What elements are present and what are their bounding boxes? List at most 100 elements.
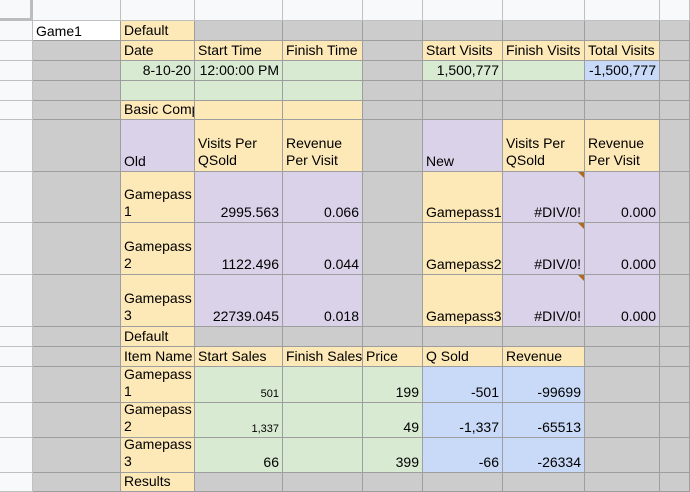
cell-a3[interactable]: [33, 61, 121, 81]
row-header-2[interactable]: [0, 41, 33, 61]
cell-c6[interactable]: Visits Per QSold: [195, 120, 283, 172]
cell-d4[interactable]: [283, 81, 363, 101]
cell-f8[interactable]: Gamepass2: [423, 223, 503, 275]
cell-e15[interactable]: [363, 473, 423, 492]
select-all-corner[interactable]: [0, 0, 33, 21]
column-header-e[interactable]: [363, 0, 423, 21]
cell-f6[interactable]: New: [423, 120, 503, 172]
cell-d7[interactable]: 0.066: [283, 172, 363, 223]
cell-g4[interactable]: [503, 81, 585, 101]
cell-c1[interactable]: [195, 21, 283, 41]
cell-h3[interactable]: -1,500,777: [585, 61, 660, 81]
cell-e5[interactable]: [363, 101, 423, 120]
cell-d9[interactable]: 0.018: [283, 275, 363, 327]
cell-c9[interactable]: 22739.045: [195, 275, 283, 327]
cell-c8[interactable]: 1122.496: [195, 223, 283, 275]
cell-a10[interactable]: [33, 327, 121, 347]
column-header-d[interactable]: [283, 0, 363, 21]
cell-e14[interactable]: 399: [363, 438, 423, 473]
cell-b4[interactable]: [121, 81, 195, 101]
row-header-13[interactable]: [0, 403, 33, 438]
cell-c10[interactable]: [195, 327, 283, 347]
cell-e7[interactable]: [363, 172, 423, 223]
cell-c12[interactable]: 501: [195, 367, 283, 403]
cell-b5[interactable]: Basic Comparrison Stats: [121, 101, 195, 120]
cell-a13[interactable]: [33, 403, 121, 438]
cell-b9[interactable]: Gamepass 3: [121, 275, 195, 327]
cell-b8[interactable]: Gamepass 2: [121, 223, 195, 275]
cell-f9[interactable]: Gamepass3: [423, 275, 503, 327]
cell-i8[interactable]: [660, 223, 690, 275]
cell-b15[interactable]: Results: [121, 473, 195, 492]
cell-i13[interactable]: [660, 403, 690, 438]
cell-a6[interactable]: [33, 120, 121, 172]
cell-b7[interactable]: Gamepass 1: [121, 172, 195, 223]
cell-f13[interactable]: -1,337: [423, 403, 503, 438]
cell-g3[interactable]: [503, 61, 585, 81]
cell-f5[interactable]: [423, 101, 503, 120]
cell-e1[interactable]: [363, 21, 423, 41]
cell-h4[interactable]: [585, 81, 660, 101]
row-header-3[interactable]: [0, 61, 33, 81]
row-header-14[interactable]: [0, 438, 33, 473]
cell-g1[interactable]: [503, 21, 585, 41]
cell-d15[interactable]: [283, 473, 363, 492]
cell-h7[interactable]: 0.000: [585, 172, 660, 223]
row-header-12[interactable]: [0, 367, 33, 403]
cell-c4[interactable]: [195, 81, 283, 101]
cell-e8[interactable]: [363, 223, 423, 275]
cell-g5[interactable]: [503, 101, 585, 120]
cell-a11[interactable]: [33, 347, 121, 367]
cell-c15[interactable]: [195, 473, 283, 492]
cell-i2[interactable]: [660, 41, 690, 61]
cell-f1[interactable]: [423, 21, 503, 41]
cell-f3[interactable]: 1,500,777: [423, 61, 503, 81]
cell-d3[interactable]: [283, 61, 363, 81]
cell-i9[interactable]: [660, 275, 690, 327]
cell-d14[interactable]: [283, 438, 363, 473]
cell-i10[interactable]: [660, 327, 690, 347]
cell-h5[interactable]: [585, 101, 660, 120]
cell-f4[interactable]: [423, 81, 503, 101]
cell-h6[interactable]: Revenue Per Visit: [585, 120, 660, 172]
cell-g6[interactable]: Visits Per QSold: [503, 120, 585, 172]
cell-b2[interactable]: Date: [121, 41, 195, 61]
cell-h8[interactable]: 0.000: [585, 223, 660, 275]
cell-f7[interactable]: Gamepass1: [423, 172, 503, 223]
cell-h11[interactable]: [585, 347, 660, 367]
cell-b14[interactable]: Gamepass 3: [121, 438, 195, 473]
column-header-f[interactable]: [423, 0, 503, 21]
cell-a4[interactable]: [33, 81, 121, 101]
cell-i14[interactable]: [660, 438, 690, 473]
cell-g12[interactable]: -99699: [503, 367, 585, 403]
cell-f15[interactable]: [423, 473, 503, 492]
cell-h2[interactable]: Total Visits: [585, 41, 660, 61]
cell-i15[interactable]: [660, 473, 690, 492]
cell-c5[interactable]: [195, 101, 283, 120]
column-header-c[interactable]: [195, 0, 283, 21]
row-header-1[interactable]: [0, 21, 33, 41]
cell-i3[interactable]: [660, 61, 690, 81]
cell-d12[interactable]: [283, 367, 363, 403]
row-header-7[interactable]: [0, 172, 33, 223]
cell-b6[interactable]: Old: [121, 120, 195, 172]
cell-a2[interactable]: [33, 41, 121, 61]
row-header-9[interactable]: [0, 275, 33, 327]
cell-d13[interactable]: [283, 403, 363, 438]
cell-d8[interactable]: 0.044: [283, 223, 363, 275]
row-header-15[interactable]: [0, 473, 33, 492]
cell-e10[interactable]: [363, 327, 423, 347]
cell-b11[interactable]: Item Name: [121, 347, 195, 367]
cell-g13[interactable]: -65513: [503, 403, 585, 438]
cell-h1[interactable]: [585, 21, 660, 41]
cell-c3[interactable]: 12:00:00 PM: [195, 61, 283, 81]
row-header-6[interactable]: [0, 120, 33, 172]
cell-g14[interactable]: -26334: [503, 438, 585, 473]
cell-a5[interactable]: [33, 101, 121, 120]
cell-h13[interactable]: [585, 403, 660, 438]
cell-a8[interactable]: [33, 223, 121, 275]
cell-a1[interactable]: Game1: [33, 21, 121, 41]
cell-b1[interactable]: Default: [121, 21, 195, 41]
cell-e12[interactable]: 199: [363, 367, 423, 403]
cell-d11[interactable]: Finish Sales: [283, 347, 363, 367]
